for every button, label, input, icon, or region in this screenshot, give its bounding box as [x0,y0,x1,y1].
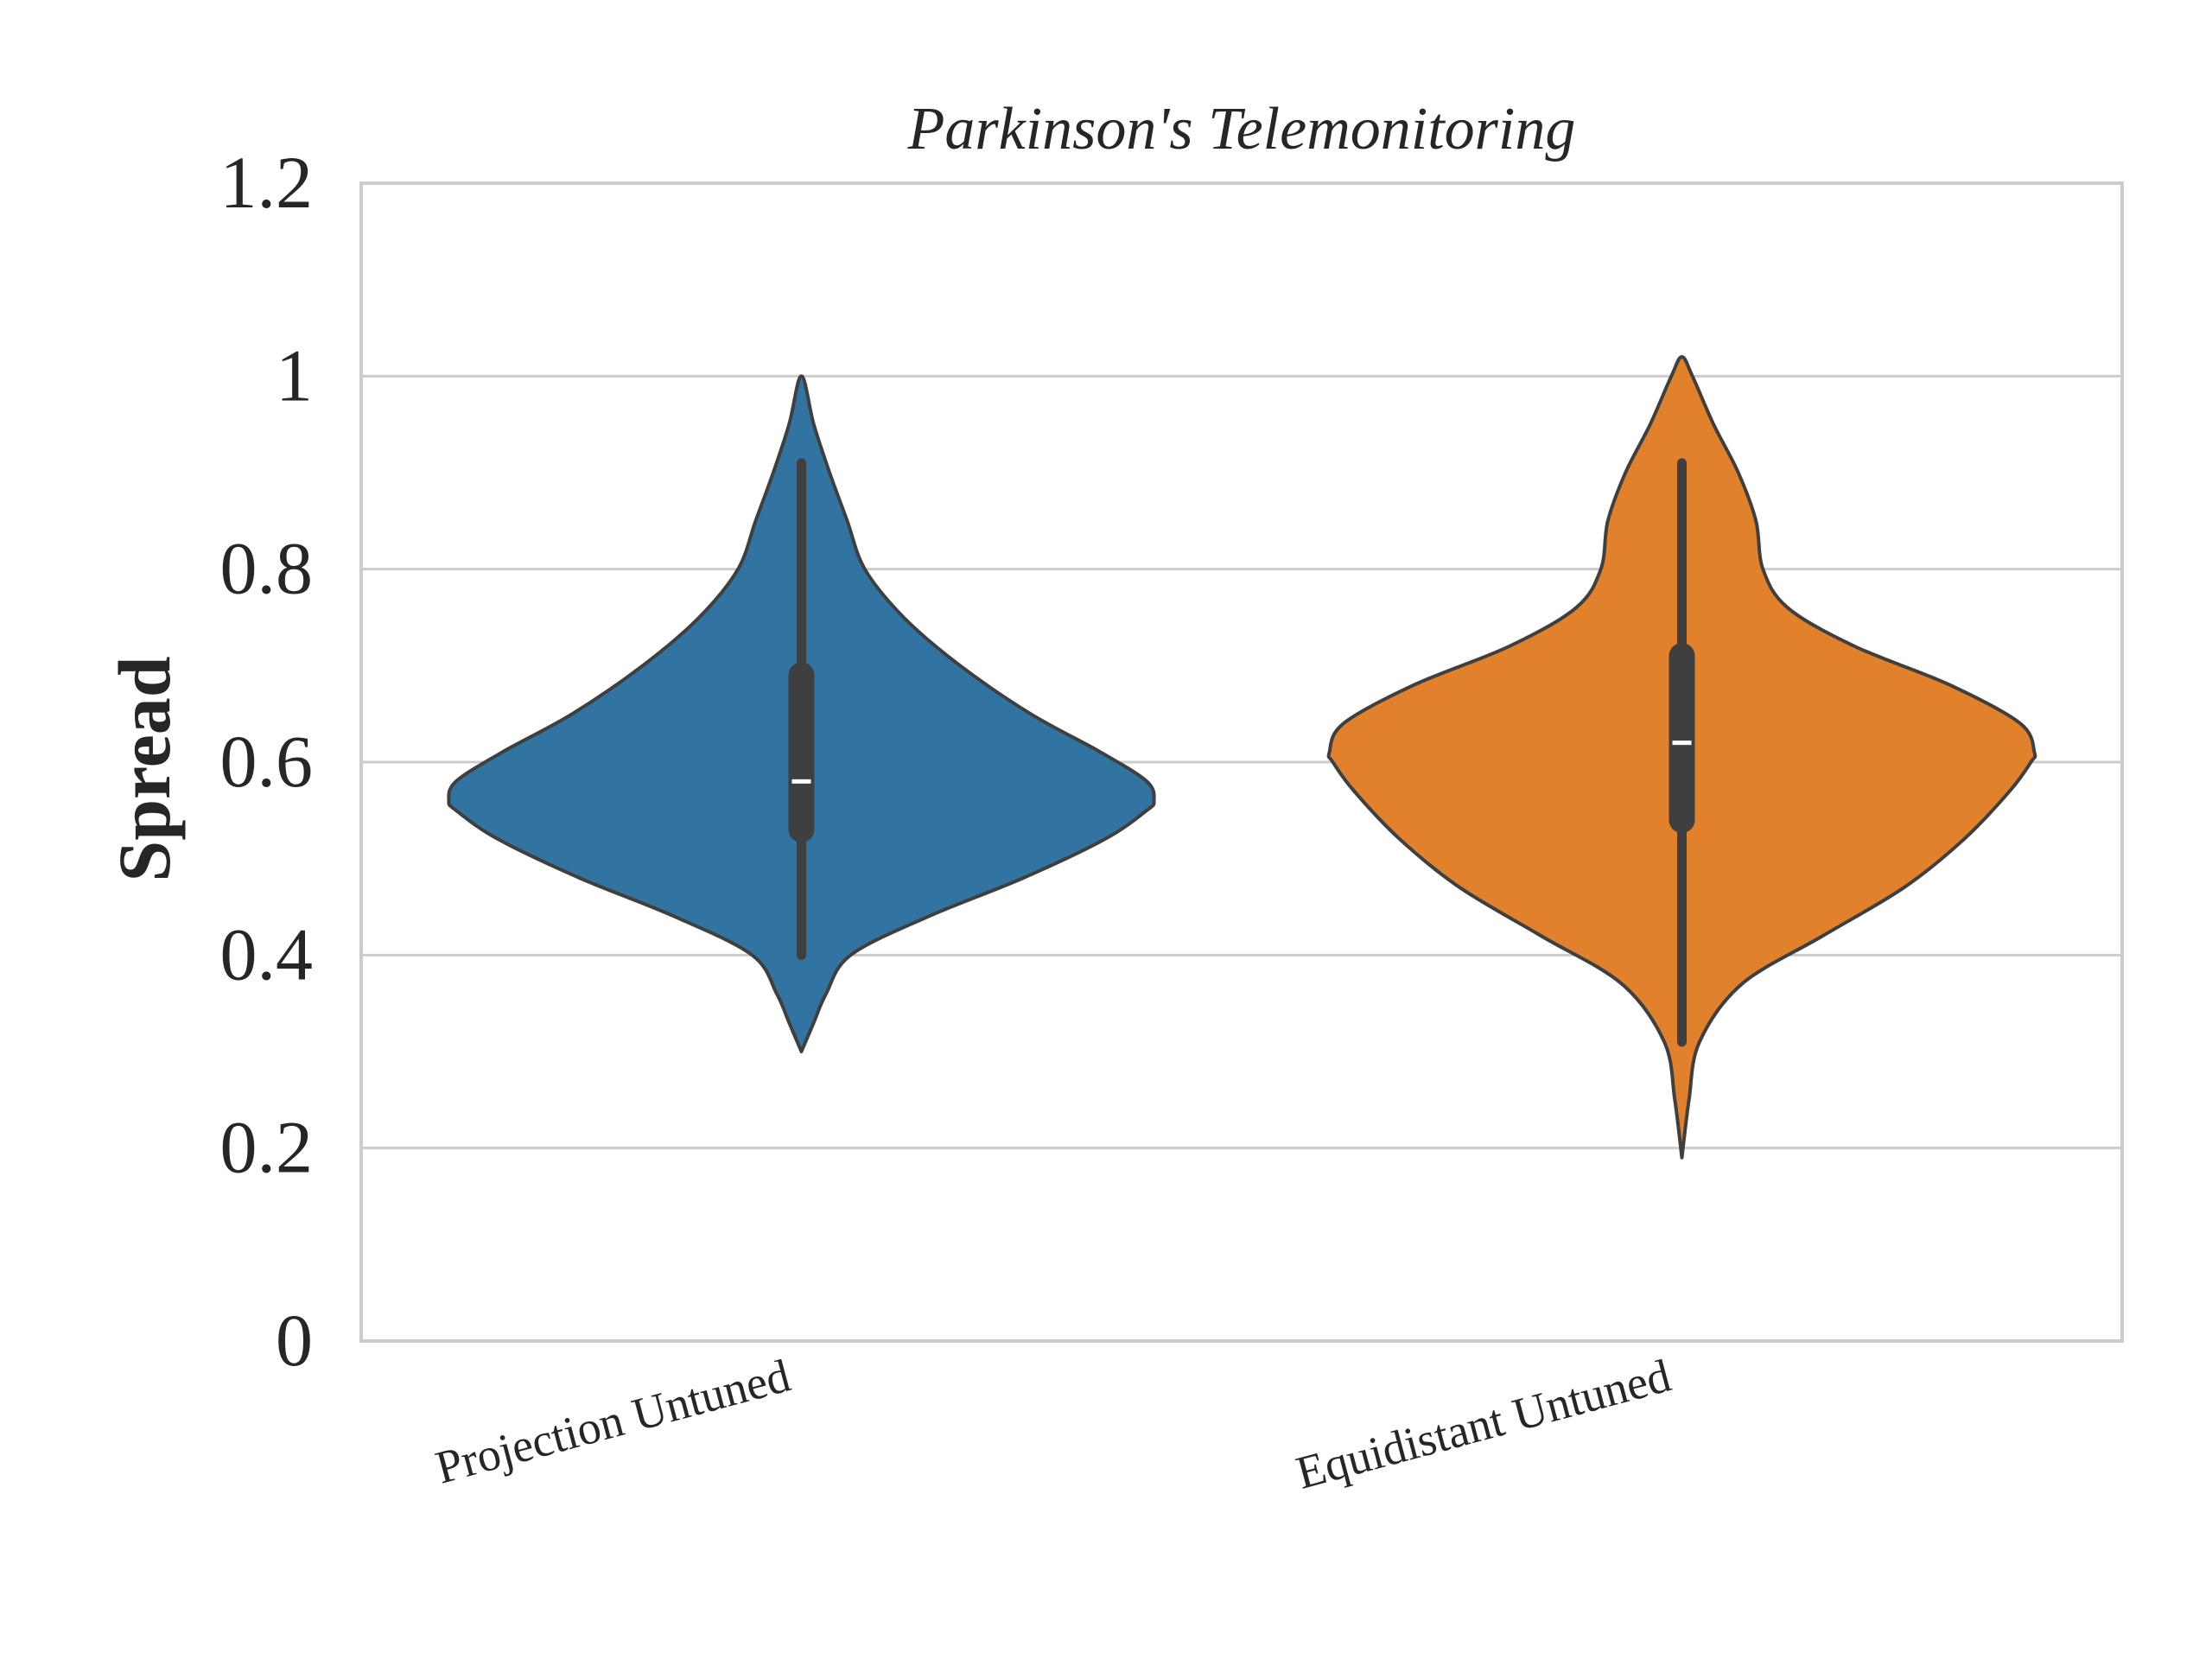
x-axis-ticks: Projection Untuned Equidistant Untuned [430,1350,1676,1499]
y-tick-label: 1 [276,334,313,416]
x-tick-label: Equidistant Untuned [1291,1350,1676,1499]
chart-title: Parkinson's Telemonitoring [907,96,1576,162]
y-tick-label: 0.6 [220,720,314,803]
y-axis-ticks: 0 0.2 0.4 0.6 0.8 1 1.2 [220,141,314,1382]
y-tick-label: 0.8 [220,527,314,610]
x-tick-label: Projection Untuned [430,1350,796,1494]
plot-area-frame [359,181,2124,1343]
y-tick-label: 0.4 [220,912,314,995]
violins [447,355,2037,1160]
y-tick-label: 1.2 [220,141,314,224]
y-tick-label: 0.2 [220,1106,314,1189]
y-axis-label: Spread [103,656,186,881]
y-tick-label: 0 [276,1299,313,1382]
